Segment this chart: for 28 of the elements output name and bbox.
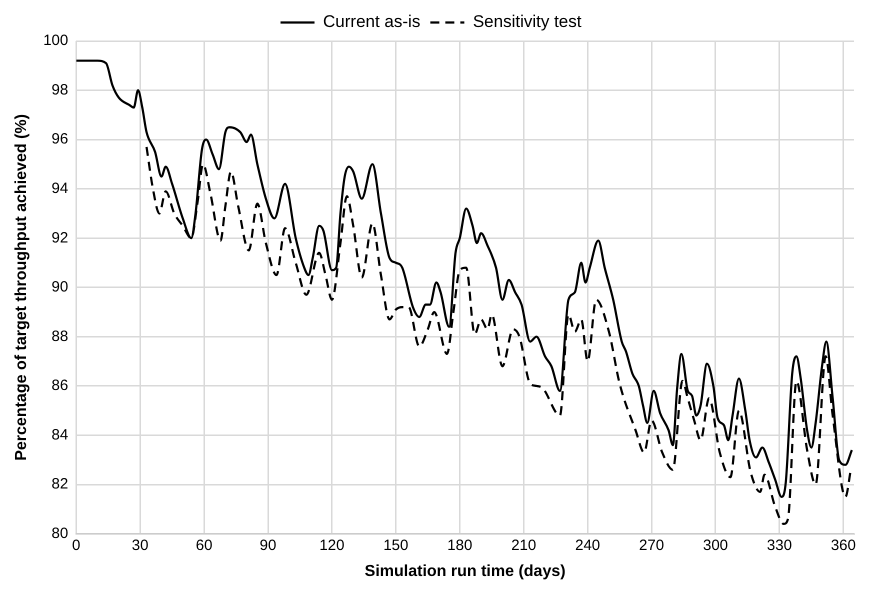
x-tick-label: 120: [319, 536, 344, 554]
x-tick-label: 30: [132, 536, 148, 554]
y-tick-label: 94: [52, 180, 68, 197]
y-tick-label: 88: [52, 328, 68, 345]
x-tick-label: 240: [575, 536, 600, 554]
y-tick-label: 86: [52, 377, 68, 394]
y-tick-label: 80: [52, 524, 68, 542]
x-tick-label: 90: [260, 536, 276, 554]
y-axis-title: Percentage of target throughput achieved (%): [13, 114, 30, 461]
y-tick-label: 98: [52, 81, 68, 98]
x-tick-label: 210: [511, 536, 536, 554]
x-tick-label: 0: [72, 536, 80, 554]
legend-label: Current as-is: [323, 12, 420, 32]
y-tick-label: 82: [52, 476, 68, 493]
x-tick-label: 360: [830, 536, 856, 554]
y-tick-label: 100: [43, 32, 68, 50]
x-tick-label: 300: [702, 536, 728, 554]
y-tick-label: 92: [52, 229, 68, 246]
y-tick-label: 96: [52, 130, 68, 148]
x-tick-label: 330: [766, 536, 792, 554]
x-axis-title: Simulation run time (days): [364, 562, 566, 580]
y-tick-label: 84: [52, 426, 68, 444]
legend-label: Sensitivity test: [472, 12, 582, 32]
x-tick-label: 60: [196, 536, 212, 554]
x-tick-label: 270: [639, 536, 664, 554]
y-tick-label: 90: [52, 278, 68, 296]
x-tick-label: 180: [447, 536, 472, 554]
x-tick-label: 150: [383, 536, 408, 554]
